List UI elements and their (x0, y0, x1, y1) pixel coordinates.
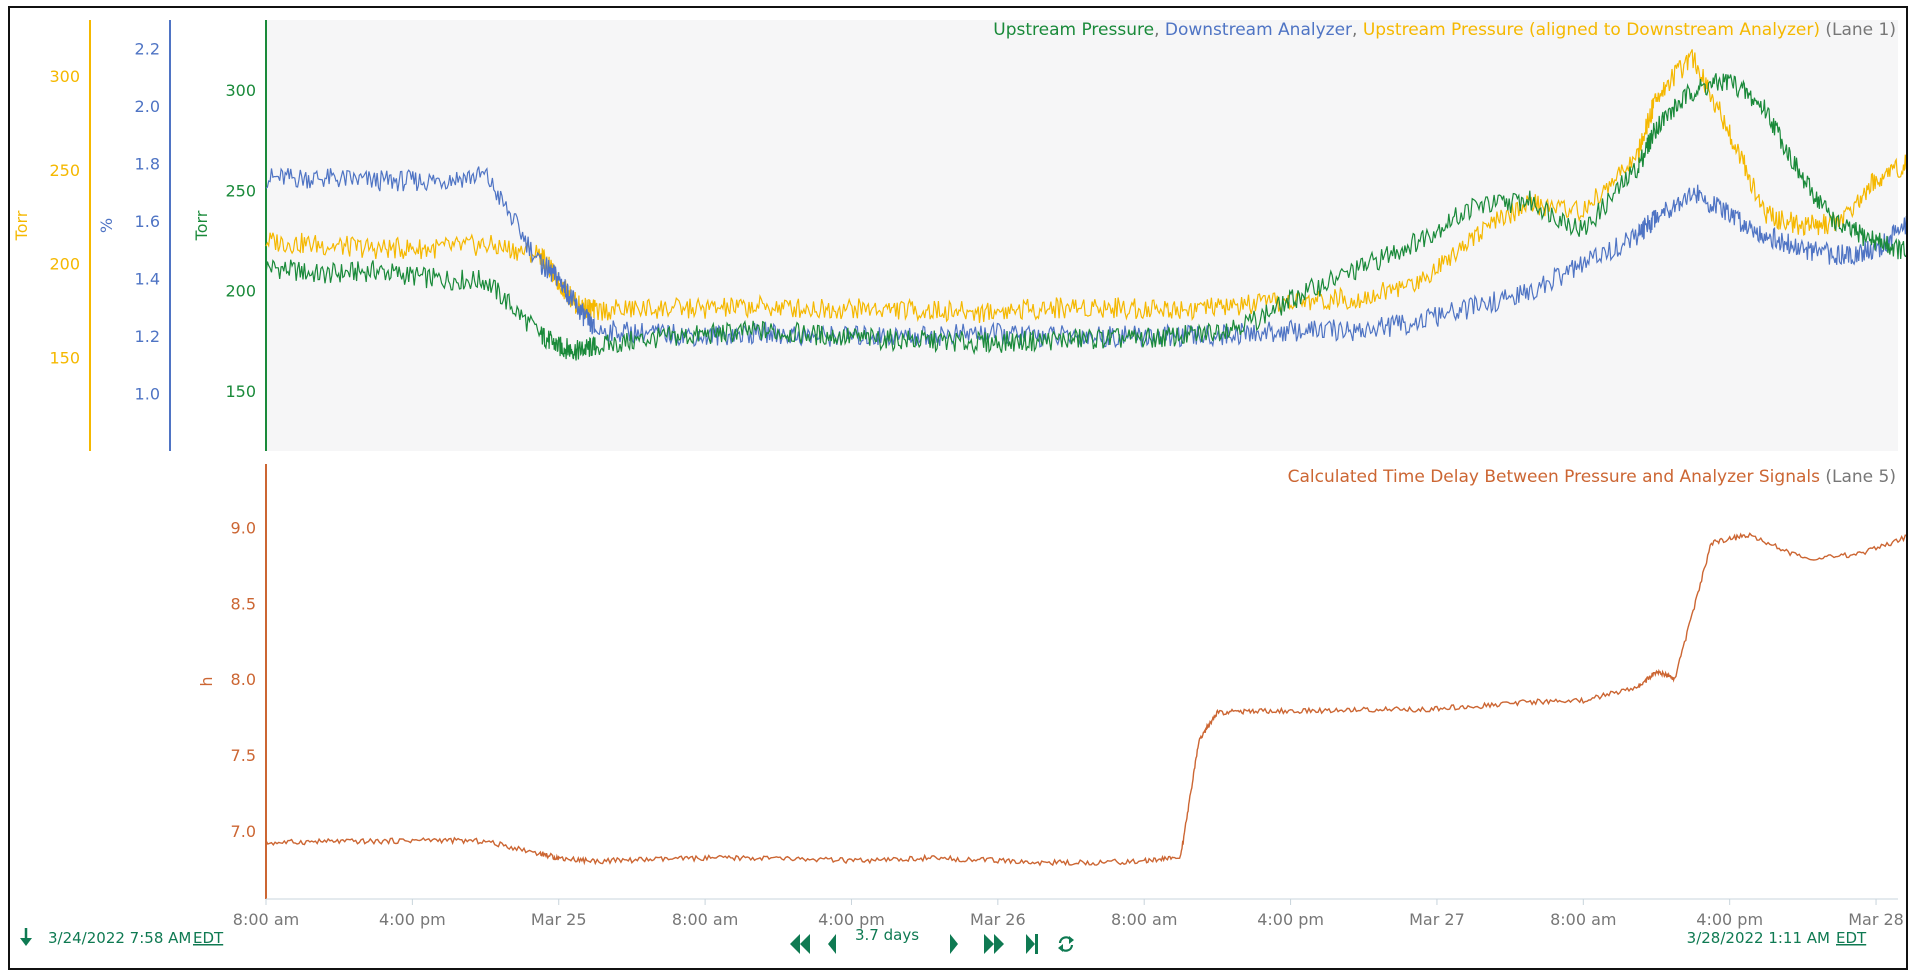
x-tick-label: 4:00 pm (1257, 910, 1324, 929)
lane1-axis-title: Torr (12, 210, 31, 241)
lane1-tick-label: 200 (225, 282, 256, 301)
lane1-tick-label: 1.4 (135, 270, 160, 289)
lane5-tick-label: 8.0 (231, 670, 256, 689)
lane1-label: (Lane 1) (1820, 20, 1896, 40)
step-back-full-icon[interactable] (790, 934, 810, 954)
lane1-series-line (265, 73, 1920, 361)
lane1-tick-label: 150 (49, 348, 80, 367)
x-tick-label: 4:00 pm (1696, 910, 1763, 929)
trend-viewer: 150 200 250 300 Torr 1.0 1.2 1.4 1.6 1.8 2.0 2.2% 15… (8, 6, 1920, 970)
lane1-tick-label: 1.2 (135, 327, 160, 346)
footer-start: 3/24/2022 7:58 AM EDT (20, 928, 224, 947)
lane1-tick-label: 1.6 (135, 212, 160, 231)
lane1-tick-label: 300 (225, 81, 256, 100)
time-navigation: 3.7 days (790, 926, 1074, 954)
refresh-icon[interactable] (1058, 936, 1074, 952)
jump-to-now-icon[interactable] (1026, 934, 1038, 954)
lane5-tick-label: 7.5 (231, 746, 256, 765)
step-back-icon[interactable] (828, 934, 836, 954)
x-tick-label: Mar 25 (531, 910, 587, 929)
x-tick-label: 8:00 am (672, 910, 738, 929)
legend-entry: Upstream Pressure (aligned to Downstream… (1363, 20, 1820, 40)
legend-entry: Upstream Pressure (993, 20, 1154, 40)
lane1-legend: Upstream Pressure, Downstream Analyzer, … (993, 20, 1896, 40)
lane1-tick-label: 2.2 (135, 40, 160, 59)
lane5-label: (Lane 5) (1820, 467, 1896, 487)
footer-end: 3/28/2022 1:11 AM EDT (1687, 929, 1867, 947)
lane1-tick-label: 2.0 (135, 97, 160, 116)
x-tick-label: 4:00 pm (379, 910, 446, 929)
lane5-tick-label: 8.5 (231, 594, 256, 613)
x-tick-label: Mar 26 (970, 910, 1026, 929)
lane1-tick-label: 1.0 (135, 385, 160, 404)
x-tick-label: Mar 28 (1848, 910, 1904, 929)
step-forward-full-icon[interactable] (984, 934, 1004, 954)
lane1-tick-label: 250 (225, 181, 256, 200)
lane1-tick-label: 200 (49, 255, 80, 274)
lane1-tick-label: 150 (225, 382, 256, 401)
legend-sep: , (1352, 20, 1363, 40)
x-tick-label: 8:00 am (233, 910, 299, 929)
trend-chart: 150 200 250 300 Torr 1.0 1.2 1.4 1.6 1.8 2.0 2.2% 15… (12, 20, 1920, 954)
lane5-axis-title: h (197, 676, 216, 686)
lane1-plot-area[interactable] (266, 20, 1898, 451)
x-tick-label: 8:00 am (1111, 910, 1177, 929)
lane1-tick-label: 250 (49, 161, 80, 180)
time-span-label[interactable]: 3.7 days (855, 926, 919, 944)
download-icon[interactable] (20, 928, 32, 946)
lane5-series-line (265, 531, 1920, 867)
end-time: 3/28/2022 1:11 AM (1687, 929, 1830, 947)
lane5-tick-label: 7.0 (231, 822, 256, 841)
start-time: 3/24/2022 7:58 AM (48, 929, 191, 947)
legend-sep: , (1154, 20, 1165, 40)
x-tick-label: 4:00 pm (818, 910, 885, 929)
lane5-tick-label: 9.0 (231, 519, 256, 538)
x-tick-label: 8:00 am (1550, 910, 1616, 929)
lane1-axis-title: Torr (192, 210, 211, 241)
lane5-legend: Calculated Time Delay Between Pressure a… (1288, 467, 1896, 487)
end-timezone-link[interactable]: EDT (1836, 929, 1867, 947)
lane1-tick-label: 300 (49, 67, 80, 86)
start-timezone-link[interactable]: EDT (193, 929, 224, 947)
lane5-title: Calculated Time Delay Between Pressure a… (1288, 467, 1821, 487)
step-forward-icon[interactable] (950, 934, 958, 954)
lane1-axis-title: % (97, 218, 116, 233)
x-tick-label: Mar 27 (1409, 910, 1465, 929)
lane1-tick-label: 1.8 (135, 155, 160, 174)
legend-entry: Downstream Analyzer (1165, 20, 1352, 40)
